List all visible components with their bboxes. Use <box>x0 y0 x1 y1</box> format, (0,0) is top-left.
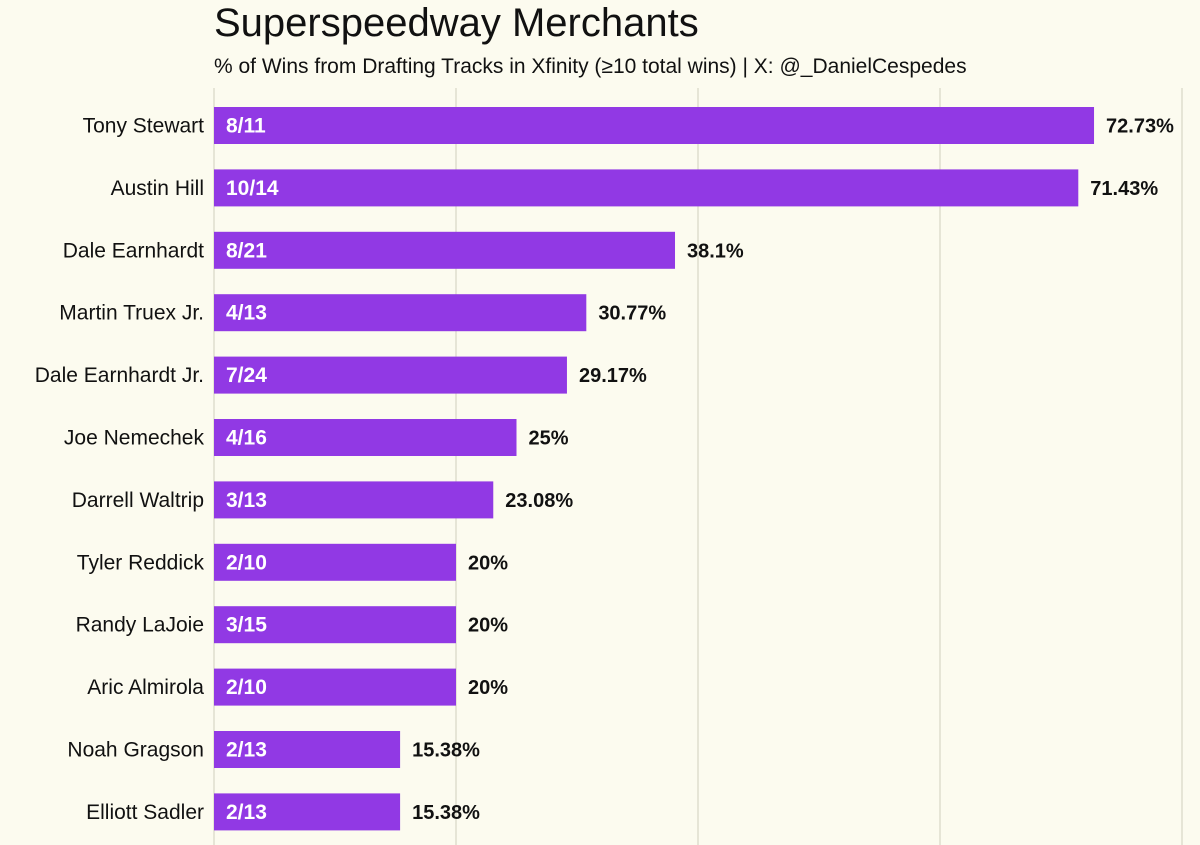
bar-count-label: 4/16 <box>226 427 267 450</box>
category-label: Darrell Waltrip <box>72 489 204 512</box>
value-label: 23.08% <box>505 490 573 512</box>
category-label: Tyler Reddick <box>77 551 205 574</box>
value-label: 20% <box>468 615 508 637</box>
bar-count-label: 2/13 <box>226 801 267 824</box>
bar <box>214 606 456 644</box>
bar <box>214 169 1079 207</box>
chart-title: Superspeedway Merchants <box>214 1 699 45</box>
bar-count-label: 3/15 <box>226 614 267 637</box>
value-label: 15.38% <box>412 740 480 762</box>
category-label: Aric Almirola <box>87 676 204 699</box>
bars-group: Tony Stewart 8/11 72.73% Austin Hill 10/14 71… <box>35 107 1174 831</box>
bar <box>214 107 1095 144</box>
bar <box>214 481 494 519</box>
category-label: Austin Hill <box>111 177 204 200</box>
gridlines <box>213 88 1183 845</box>
value-label: 71.43% <box>1090 178 1158 200</box>
value-label: 72.73% <box>1106 116 1174 138</box>
bar <box>214 793 401 831</box>
bar-count-label: 2/10 <box>226 551 267 574</box>
category-label: Martin Truex Jr. <box>59 302 204 325</box>
category-label: Dale Earnhardt Jr. <box>35 364 204 387</box>
category-label: Noah Gragson <box>67 739 204 762</box>
bar <box>214 731 401 768</box>
value-label: 30.77% <box>598 303 666 325</box>
bar-count-label: 3/13 <box>226 489 267 512</box>
category-label: Joe Nemechek <box>64 427 205 450</box>
value-label: 15.38% <box>412 802 480 824</box>
category-label: Randy LaJoie <box>76 614 204 637</box>
value-label: 20% <box>468 677 508 699</box>
chart-subtitle: % of Wins from Drafting Tracks in Xfinit… <box>214 55 967 78</box>
value-label: 38.1% <box>687 240 744 262</box>
bar-count-label: 2/10 <box>226 676 267 699</box>
bar-count-label: 10/14 <box>226 177 279 200</box>
bar-count-label: 8/11 <box>226 115 266 138</box>
bar <box>214 419 517 456</box>
bar <box>214 294 587 332</box>
bar <box>214 668 456 706</box>
category-label: Tony Stewart <box>83 115 205 138</box>
bar-count-label: 4/13 <box>226 302 267 325</box>
category-label: Dale Earnhardt <box>63 239 204 262</box>
category-label: Elliott Sadler <box>86 801 204 824</box>
bar <box>214 543 456 581</box>
bar-count-label: 7/24 <box>226 364 267 387</box>
bar <box>214 356 567 394</box>
value-label: 20% <box>468 552 508 574</box>
value-label: 25% <box>529 428 569 450</box>
value-label: 29.17% <box>579 365 647 387</box>
bar <box>214 231 676 269</box>
bar-count-label: 8/21 <box>226 239 267 262</box>
bar-count-label: 2/13 <box>226 739 267 762</box>
